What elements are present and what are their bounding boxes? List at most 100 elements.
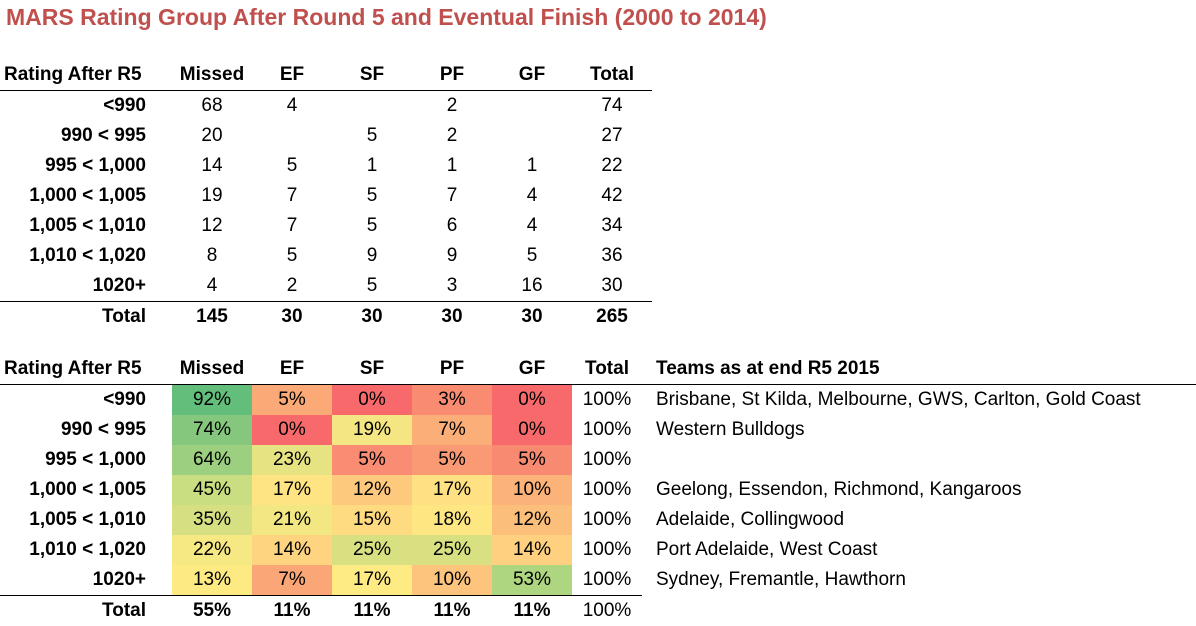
percentage-cell: 0% bbox=[492, 415, 572, 445]
count-cell: 19 bbox=[172, 181, 252, 211]
percentage-cell: 53% bbox=[492, 565, 572, 596]
percentage-cell: 14% bbox=[492, 535, 572, 565]
percentage-cell: 22% bbox=[172, 535, 252, 565]
percentage-cell: 0% bbox=[252, 415, 332, 445]
teams-cell: Western Bulldogs bbox=[642, 415, 1196, 445]
row-label: 995 < 1,000 bbox=[0, 445, 172, 475]
row-total-cell: 100% bbox=[572, 535, 642, 565]
percentage-cell: 0% bbox=[492, 385, 572, 416]
count-cell: 5 bbox=[332, 181, 412, 211]
percentage-cell: 17% bbox=[412, 475, 492, 505]
empty-cell bbox=[642, 596, 1196, 626]
percentage-cell: 3% bbox=[412, 385, 492, 416]
total-cell: 30 bbox=[252, 302, 332, 333]
count-cell bbox=[492, 91, 572, 122]
count-cell: 3 bbox=[412, 271, 492, 302]
teams-cell: Port Adelaide, West Coast bbox=[642, 535, 1196, 565]
percentage-cell: 92% bbox=[172, 385, 252, 416]
percentages-header-row: Rating After R5 Missed EF SF PF GF Total… bbox=[0, 354, 1196, 385]
count-cell: 9 bbox=[412, 241, 492, 271]
total-cell: 145 bbox=[172, 302, 252, 333]
total-cell: 11% bbox=[332, 596, 412, 626]
total-cell: 11% bbox=[412, 596, 492, 626]
column-header: Total bbox=[572, 60, 652, 91]
count-cell: 9 bbox=[332, 241, 412, 271]
teams-cell: Adelaide, Collingwood bbox=[642, 505, 1196, 535]
total-cell: 11% bbox=[492, 596, 572, 626]
row-total-cell: 100% bbox=[572, 505, 642, 535]
count-cell: 5 bbox=[252, 241, 332, 271]
teams-cell: Geelong, Essendon, Richmond, Kangaroos bbox=[642, 475, 1196, 505]
percentage-cell: 25% bbox=[332, 535, 412, 565]
row-label: 1020+ bbox=[0, 565, 172, 596]
count-cell: 12 bbox=[172, 211, 252, 241]
row-label: Total bbox=[0, 596, 172, 626]
count-cell: 30 bbox=[572, 271, 652, 302]
column-header: Total bbox=[572, 354, 642, 385]
percentage-cell: 17% bbox=[252, 475, 332, 505]
percentage-cell: 12% bbox=[332, 475, 412, 505]
count-cell: 34 bbox=[572, 211, 652, 241]
column-header: SF bbox=[332, 354, 412, 385]
count-cell bbox=[252, 121, 332, 151]
total-cell: 11% bbox=[252, 596, 332, 626]
column-header: Missed bbox=[172, 354, 252, 385]
percentage-cell: 7% bbox=[412, 415, 492, 445]
count-cell: 6 bbox=[412, 211, 492, 241]
page-title: MARS Rating Group After Round 5 and Even… bbox=[6, 4, 767, 31]
count-cell: 5 bbox=[332, 121, 412, 151]
percentage-cell: 5% bbox=[252, 385, 332, 416]
row-label: 995 < 1,000 bbox=[0, 151, 172, 181]
count-cell: 5 bbox=[332, 211, 412, 241]
count-cell: 27 bbox=[572, 121, 652, 151]
row-label: 1,000 < 1,005 bbox=[0, 181, 172, 211]
percentage-cell: 10% bbox=[492, 475, 572, 505]
counts-table: Rating After R5 Missed EF SF PF GF Total… bbox=[0, 60, 652, 332]
count-cell: 2 bbox=[412, 91, 492, 122]
total-cell: 30 bbox=[332, 302, 412, 333]
count-cell: 7 bbox=[412, 181, 492, 211]
column-header: Rating After R5 bbox=[0, 60, 172, 91]
count-cell: 1 bbox=[332, 151, 412, 181]
percentage-cell: 15% bbox=[332, 505, 412, 535]
percentage-cell: 19% bbox=[332, 415, 412, 445]
row-total-cell: 100% bbox=[572, 565, 642, 596]
teams-cell: Sydney, Fremantle, Hawthorn bbox=[642, 565, 1196, 596]
percentage-cell: 21% bbox=[252, 505, 332, 535]
column-header: Teams as at end R5 2015 bbox=[642, 354, 1196, 385]
count-cell: 4 bbox=[172, 271, 252, 302]
row-label: 1,010 < 1,020 bbox=[0, 535, 172, 565]
percentage-cell: 5% bbox=[492, 445, 572, 475]
count-cell: 42 bbox=[572, 181, 652, 211]
row-label: 1020+ bbox=[0, 271, 172, 302]
count-cell: 7 bbox=[252, 211, 332, 241]
percentage-cell: 23% bbox=[252, 445, 332, 475]
count-cell: 7 bbox=[252, 181, 332, 211]
percentage-cell: 12% bbox=[492, 505, 572, 535]
count-cell: 1 bbox=[492, 151, 572, 181]
percentage-cell: 25% bbox=[412, 535, 492, 565]
percentage-cell: 5% bbox=[332, 445, 412, 475]
column-header: SF bbox=[332, 60, 412, 91]
percentage-cell: 0% bbox=[332, 385, 412, 416]
percentage-cell: 7% bbox=[252, 565, 332, 596]
count-cell bbox=[332, 91, 412, 122]
percentage-cell: 45% bbox=[172, 475, 252, 505]
total-cell: 55% bbox=[172, 596, 252, 626]
teams-cell: Brisbane, St Kilda, Melbourne, GWS, Carl… bbox=[642, 385, 1196, 416]
column-header: GF bbox=[492, 354, 572, 385]
row-label: 990 < 995 bbox=[0, 121, 172, 151]
